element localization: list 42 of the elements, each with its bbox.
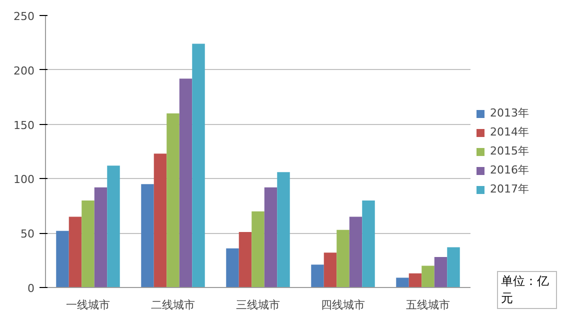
x-tick-label: 二线城市 [151,298,195,312]
bar [311,264,324,288]
bar [434,257,448,288]
bar [226,248,239,288]
text: 单位：亿元 [501,273,550,308]
bar [56,230,69,288]
bar [68,216,82,288]
bar [154,154,167,288]
bar [324,252,337,288]
y-tick-label: 0 [28,282,34,295]
bar [179,78,192,288]
y-tick-label: 200 [14,64,35,78]
x-tick-label: 一线城市 [66,298,110,312]
bar [396,278,409,288]
bar [362,200,375,288]
bar [252,211,264,288]
legend-label: 2013年 [490,106,529,120]
bar [264,187,278,288]
y-tick-label: 250 [14,10,35,23]
legend-label: 2014年 [490,124,529,140]
y-tick-label: 50 [20,228,35,241]
legend-label: 2015年 [490,144,529,158]
bar [238,232,252,288]
bar [82,200,94,288]
legend-label: 2016年 [490,162,529,178]
bar [447,247,460,288]
x-tick-label: 三线城市 [236,298,280,312]
bar [422,266,434,288]
bar [107,166,120,288]
bar [349,216,362,288]
x-tick-label: 五线城市 [406,298,450,312]
bar [408,273,422,288]
bar [166,113,180,288]
y-tick-label: 100 [14,173,35,186]
bar [336,230,350,288]
bar [94,187,108,288]
y-tick-label: 150 [14,118,35,132]
bar [141,184,154,288]
legend-label: 2017年 [490,182,529,196]
bar [192,44,205,288]
x-tick-label: 四线城市 [321,298,365,312]
bar [277,172,290,288]
